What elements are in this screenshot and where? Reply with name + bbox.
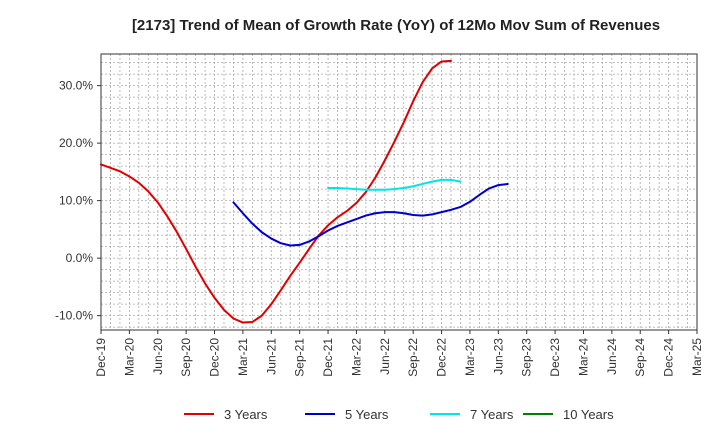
x-tick-label: Jun-23 (491, 338, 505, 375)
series-line-3-years (100, 59, 453, 324)
x-tick-label: Sep-21 (293, 338, 307, 377)
x-tick-label: Jun-22 (378, 338, 392, 375)
plot-frame (100, 53, 698, 331)
x-tick-label: Sep-24 (633, 338, 647, 377)
x-tick-label: Mar-21 (236, 338, 250, 376)
x-tick-label: Jun-20 (151, 338, 165, 375)
x-tick-label: Sep-20 (179, 338, 193, 377)
x-tick-label: Dec-24 (662, 338, 676, 377)
y-axis: 30.0% 20.0% 10.0% 0.0% -10.0% (55, 79, 101, 323)
y-tick-label: 20.0% (59, 136, 93, 150)
x-tick-label: Mar-22 (349, 338, 363, 376)
x-tick-label: Dec-22 (435, 338, 449, 377)
y-tick-label: -10.0% (55, 309, 93, 323)
grid (101, 54, 697, 330)
x-tick-label: Dec-20 (208, 338, 222, 377)
y-tick-label: 10.0% (59, 194, 93, 208)
x-tick-label: Jun-24 (605, 338, 619, 375)
series-group (100, 59, 509, 324)
series-line-5-years (232, 182, 509, 247)
series-line-7-years (327, 178, 462, 191)
x-tick-label: Sep-23 (520, 338, 534, 377)
x-tick-label: Dec-19 (94, 338, 108, 377)
x-tick-label: Mar-20 (122, 338, 136, 376)
chart-title: [2173] Trend of Mean of Growth Rate (YoY… (132, 17, 660, 34)
x-tick-label: Mar-23 (463, 338, 477, 376)
x-tick-label: Sep-22 (406, 338, 420, 377)
y-tick-label: 30.0% (59, 79, 93, 93)
legend: 3 Years 5 Years 7 Years 10 Years (184, 407, 614, 422)
legend-label-7-years: 7 Years (470, 407, 514, 422)
x-tick-label: Dec-23 (548, 338, 562, 377)
y-tick-label: 0.0% (66, 251, 94, 265)
x-tick-label: Dec-21 (321, 338, 335, 377)
x-tick-label: Mar-25 (690, 338, 704, 376)
x-tick-label: Jun-21 (264, 338, 278, 375)
legend-label-5-years: 5 Years (345, 407, 389, 422)
x-tick-label: Mar-24 (576, 338, 590, 376)
x-axis: Dec-19 Mar-20 Jun-20 Sep-20 Dec-20 Mar-21 Jun-… (94, 330, 704, 377)
legend-label-3-years: 3 Years (224, 407, 268, 422)
legend-label-10-years: 10 Years (563, 407, 614, 422)
